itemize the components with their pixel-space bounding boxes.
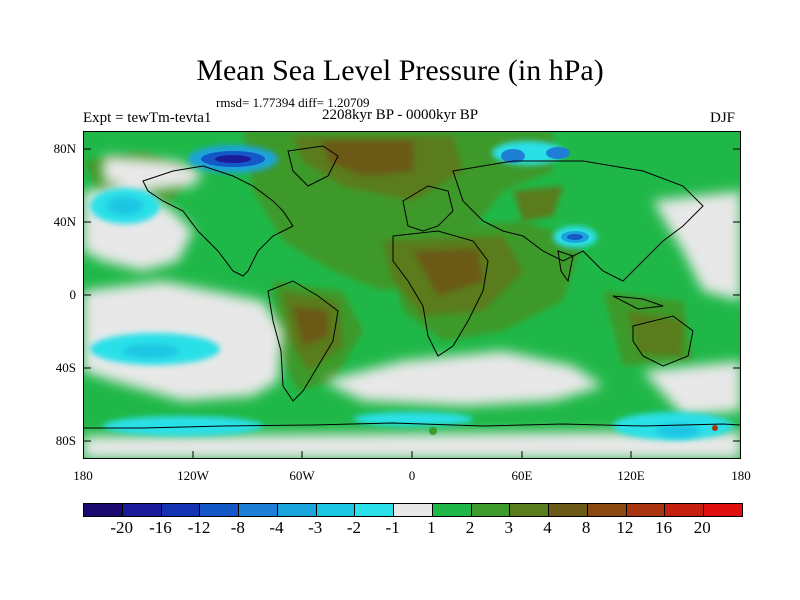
colorbar-label: -16 [149, 518, 172, 537]
lon-label-180e: 180 [731, 468, 751, 483]
lat-label-40n: 40N [53, 214, 76, 229]
antarctic-patch [429, 427, 437, 435]
colorbar-swatch [587, 504, 627, 516]
colorbar [83, 503, 743, 517]
colorbar-label: -20 [110, 518, 134, 537]
antarctic-high-spot [712, 425, 718, 431]
experiment-label: Expt = tewTm-tevta1 [83, 110, 212, 126]
colorbar-label: 20 [693, 518, 711, 537]
lat-label-80n: 80N [53, 141, 76, 156]
colorbar-label: 3 [504, 518, 514, 537]
colorbar-swatch [432, 504, 472, 516]
map-title: Mean Sea Level Pressure (in hPa) [196, 54, 604, 87]
colorbar-label: 1 [427, 518, 436, 537]
period-subtitle: 2208kyr BP - 0000kyr BP [321, 107, 479, 123]
colorbar-swatch [626, 504, 666, 516]
lat-label-80s: 80S [55, 433, 76, 448]
greenland-low [188, 145, 278, 173]
colorbar-swatch [665, 504, 705, 516]
colorbar-swatch [394, 504, 433, 516]
colorbar-label: -2 [346, 518, 362, 537]
colorbar-swatch [471, 504, 511, 516]
colorbar-swatch [161, 504, 201, 516]
colorbar-label: -3 [308, 518, 323, 537]
lat-label-40s: 40S [55, 360, 76, 375]
lat-label-0: 0 [69, 287, 77, 302]
colorbar-swatch [84, 504, 123, 516]
level-minus1-minus2-region [90, 188, 733, 440]
colorbar-swatch [355, 504, 395, 516]
colorbar-label: 2 [465, 518, 475, 537]
lon-label-180w: 180 [73, 468, 93, 483]
season-label: DJF [710, 110, 736, 126]
colorbar-label: 4 [543, 518, 552, 537]
colorbar-swatch [549, 504, 588, 516]
pressure-anomaly-map [83, 131, 741, 459]
lon-label-0: 0 [408, 468, 416, 483]
colorbar-swatch [316, 504, 356, 516]
lon-label-60e: 60E [511, 468, 533, 483]
colorbar-label: 12 [616, 518, 634, 537]
map-svg [83, 131, 741, 459]
tick-marks [83, 148, 741, 459]
colorbar-swatch [704, 504, 743, 516]
colorbar-swatch [200, 504, 240, 516]
colorbar-label: -1 [385, 518, 400, 537]
colorbar-swatch [510, 504, 550, 516]
lon-label-60w: 60W [289, 468, 315, 483]
colorbar-swatch [122, 504, 162, 516]
colorbar-swatch [277, 504, 317, 516]
lon-label-120w: 120W [177, 468, 209, 483]
tibet-low [553, 226, 597, 248]
colorbar-label: -12 [187, 518, 211, 537]
coastlines [83, 145, 741, 429]
arctic-low [492, 141, 570, 165]
rmsd-diff-stats: rmsd= 1.77394 diff= 1.20709 [216, 95, 370, 110]
colorbar-label: 8 [581, 518, 591, 537]
level-4-8-region [293, 141, 483, 346]
colorbar-label: -4 [269, 518, 284, 537]
colorbar-label: -8 [230, 518, 245, 537]
colorbar-label: 16 [655, 518, 673, 537]
colorbar-swatch [239, 504, 278, 516]
level-minus2-minus3-region [107, 197, 700, 438]
lon-label-120e: 120E [617, 468, 645, 483]
